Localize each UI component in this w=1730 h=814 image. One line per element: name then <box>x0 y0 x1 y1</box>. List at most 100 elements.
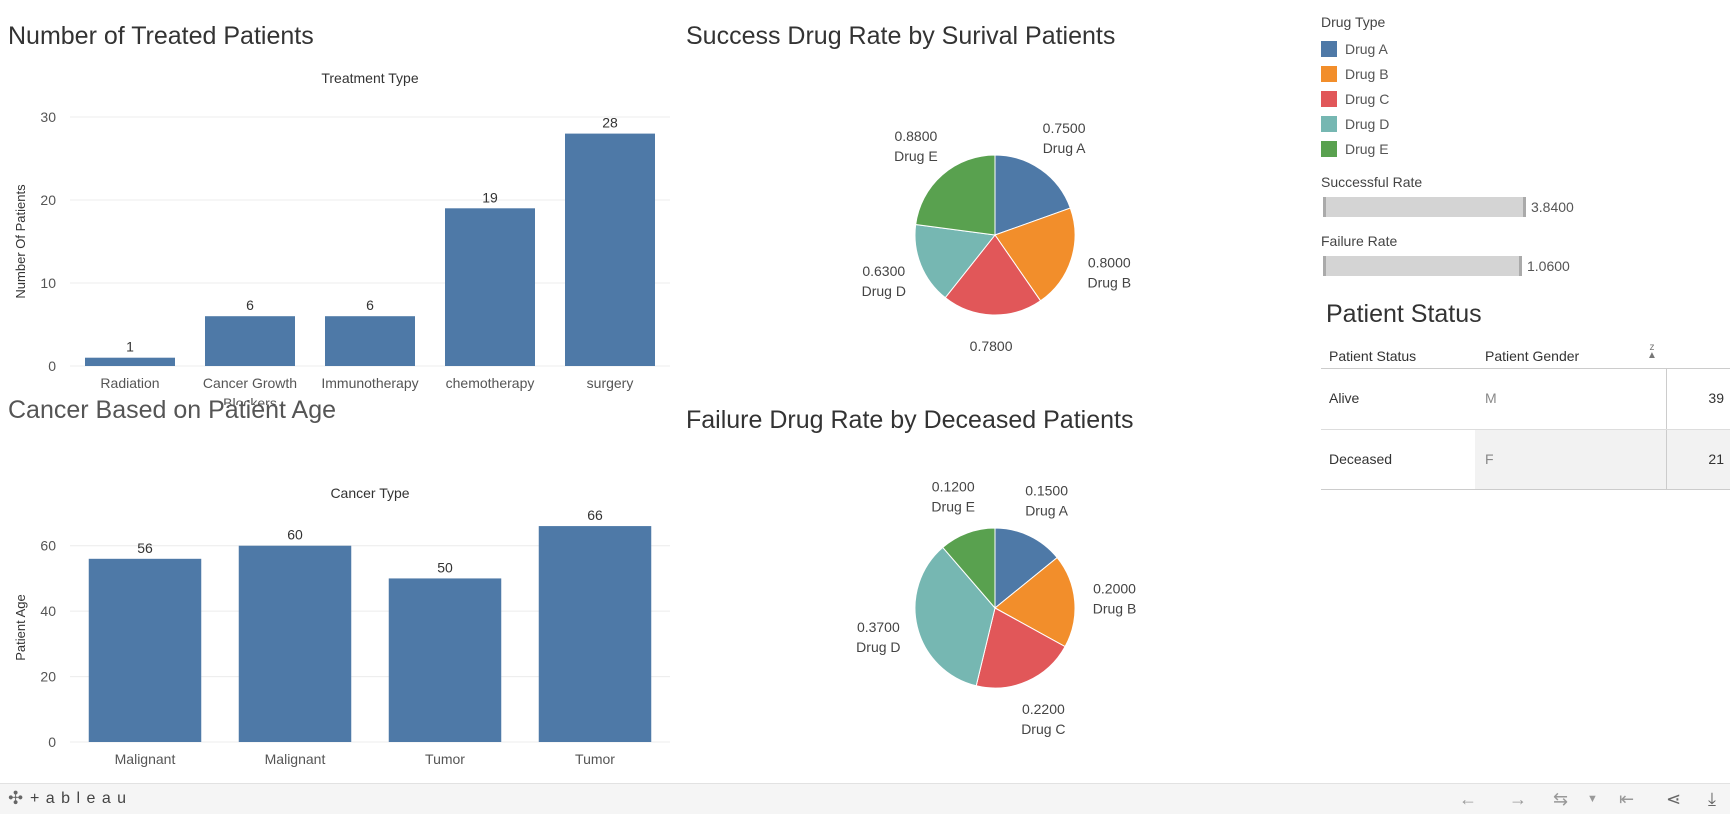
failure-rate-value: 1.0600 <box>1527 258 1570 274</box>
legend-item-label: Drug E <box>1345 141 1389 157</box>
slice-value-label: 0.7500 <box>1043 120 1086 136</box>
slice-value-label: 0.2000 <box>1093 580 1136 596</box>
slice-category-label: Drug D <box>862 283 906 299</box>
revert-icon[interactable]: ⇆ <box>1553 789 1569 809</box>
failure-pie-chart[interactable]: 0.1500 Drug A 0.2000 Drug B 0.2200 Drug C 0.37… <box>840 480 1150 740</box>
tableau-logo-icon[interactable]: ✣ <box>8 788 24 808</box>
undo-icon[interactable]: ← <box>1459 789 1477 809</box>
x-tick-label: Tumor <box>425 751 465 767</box>
share-icon[interactable]: ⋖ <box>1666 789 1682 809</box>
legend-swatch <box>1321 91 1337 107</box>
y-tick-label: 30 <box>40 109 56 125</box>
cancer-age-bar-chart[interactable]: Cancer Type 0 20 40 60 Patient Age 56 Malignant… <box>0 478 680 778</box>
legend-item-drug-d[interactable]: Drug D <box>1321 113 1389 135</box>
bar <box>565 133 655 366</box>
success-pie-chart[interactable]: 0.7500 Drug A 0.8000 Drug B 0.7800 Drug C 0.63… <box>840 110 1150 360</box>
legend-item-drug-a[interactable]: Drug A <box>1321 38 1388 60</box>
table-header-row: Patient Status Patient Gender z ▲ <box>1321 342 1730 368</box>
legend-item-label: Drug B <box>1345 66 1389 82</box>
bar-value-label: 6 <box>366 297 374 313</box>
row-gender: F <box>1485 451 1494 467</box>
header-patient-gender[interactable]: Patient Gender <box>1485 348 1580 364</box>
y-axis-label: Number Of Patients <box>13 184 28 299</box>
cancer-age-chart-title: Cancer Based on Patient Age <box>8 396 337 424</box>
table-row[interactable]: Alive M 39 <box>1321 368 1730 430</box>
pie-slice <box>942 527 996 610</box>
bar <box>85 357 175 366</box>
y-tick-label: 20 <box>40 669 56 685</box>
slice-category-label: Drug A <box>1043 140 1086 156</box>
patient-status-table[interactable]: Patient Status Patient Gender z ▲ Alive M… <box>1321 342 1730 490</box>
legend-title: Drug Type <box>1321 14 1386 30</box>
slice-category-label: Drug B <box>1087 275 1131 291</box>
slice-value-label: 0.7800 <box>970 338 1013 354</box>
row-status: Deceased <box>1329 451 1393 467</box>
bar <box>388 578 502 742</box>
successful-rate-slider[interactable] <box>1323 197 1526 217</box>
legend-item-label: Drug D <box>1345 116 1390 132</box>
chevron-down-icon[interactable]: ▼ <box>1587 793 1598 805</box>
bar <box>445 208 535 366</box>
legend-swatch <box>1321 41 1337 57</box>
redo-icon[interactable]: → <box>1509 789 1527 809</box>
y-tick-label: 0 <box>48 358 56 374</box>
x-tick-label: Malignant <box>265 751 326 767</box>
treated-bar-chart[interactable]: Treatment Type 0 10 20 30 Number Of Patients 1… <box>0 60 680 405</box>
y-tick-label: 0 <box>48 734 56 750</box>
x-tick-label: Radiation <box>100 375 159 391</box>
failure-chart-title: Failure Drug Rate by Deceased Patients <box>686 406 1134 434</box>
slice-category-label: Drug E <box>894 148 938 164</box>
y-tick-label: 60 <box>40 538 56 554</box>
legend-item-drug-c[interactable]: Drug C <box>1321 88 1389 110</box>
success-chart-title: Success Drug Rate by Surival Patients <box>686 22 1116 50</box>
patient-status-title: Patient Status <box>1326 300 1482 328</box>
bar-value-label: 50 <box>437 559 453 575</box>
table-row[interactable]: Deceased F 21 <box>1321 430 1730 490</box>
legend-item-drug-e[interactable]: Drug E <box>1321 138 1389 160</box>
y-tick-label: 20 <box>40 192 56 208</box>
sort-icon[interactable]: z ▲ <box>1647 342 1657 361</box>
legend-swatch <box>1321 141 1337 157</box>
pie-slice <box>994 207 1076 302</box>
slice-category-label: Drug A <box>1025 503 1068 519</box>
slice-category-label: Drug C <box>969 358 1013 360</box>
pie-slice <box>994 556 1076 648</box>
slice-category-label: Drug E <box>931 499 975 515</box>
bar-value-label: 28 <box>602 115 618 131</box>
y-tick-label: 40 <box>40 603 56 619</box>
x-tick-label: surgery <box>587 375 634 391</box>
slice-value-label: 0.2200 <box>1022 701 1065 717</box>
bar <box>538 526 652 742</box>
legend-item-label: Drug C <box>1345 91 1390 107</box>
slice-category-label: Drug D <box>856 639 900 655</box>
chart-header: Treatment Type <box>321 70 418 86</box>
x-tick-label: Cancer Growth <box>203 375 297 391</box>
row-count: 39 <box>1708 390 1724 406</box>
pie-slice <box>944 234 1042 316</box>
slice-category-label: Drug C <box>1021 721 1065 737</box>
successful-rate-value: 3.8400 <box>1531 199 1574 215</box>
reset-icon[interactable]: ⇤ <box>1619 789 1635 809</box>
x-tick-label: Blockers <box>223 395 277 405</box>
slice-category-label: Drug B <box>1093 600 1137 616</box>
tableau-brand-text[interactable]: + a b l e a u <box>30 790 128 807</box>
download-icon[interactable]: ⤓ <box>1708 789 1716 809</box>
slice-value-label: 0.6300 <box>862 263 905 279</box>
header-patient-status[interactable]: Patient Status <box>1329 348 1417 364</box>
bar-value-label: 66 <box>587 507 603 523</box>
x-tick-label: Tumor <box>575 751 615 767</box>
bar-value-label: 1 <box>126 339 134 355</box>
slice-value-label: 0.1200 <box>932 480 975 495</box>
legend-item-drug-b[interactable]: Drug B <box>1321 63 1389 85</box>
failure-rate-slider[interactable] <box>1323 256 1522 276</box>
drug-type-legend[interactable]: Drug Type Drug A Drug B Drug C Drug D Dr… <box>1321 14 1521 157</box>
legend-swatch <box>1321 66 1337 82</box>
pie-slice <box>914 546 996 687</box>
x-tick-label: Malignant <box>115 751 176 767</box>
bar <box>205 316 295 366</box>
y-tick-label: 10 <box>40 275 56 291</box>
row-count: 21 <box>1708 451 1724 467</box>
slice-value-label: 0.8800 <box>894 128 937 144</box>
bar-value-label: 60 <box>287 527 303 543</box>
slice-value-label: 0.8000 <box>1088 255 1131 271</box>
